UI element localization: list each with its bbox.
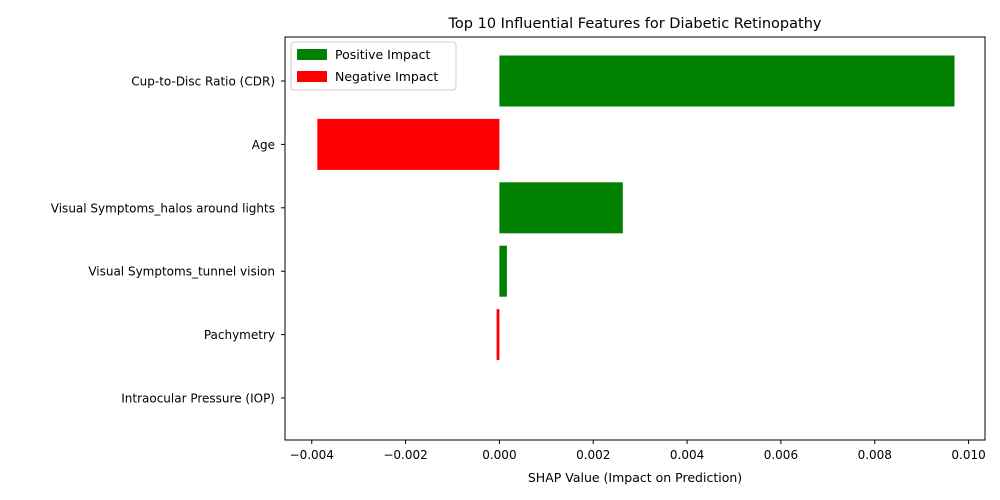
x-axis-label: SHAP Value (Impact on Prediction) xyxy=(528,470,742,485)
x-tick-label-7: 0.010 xyxy=(951,448,985,462)
bar-4 xyxy=(496,309,500,361)
y-tick-label-4: Pachymetry xyxy=(204,328,275,342)
bar-2 xyxy=(499,182,623,234)
x-tick-label-4: 0.004 xyxy=(670,448,704,462)
x-tick-label-0: −0.004 xyxy=(290,448,334,462)
chart-title: Top 10 Influential Features for Diabetic… xyxy=(448,16,822,32)
y-tick-label-2: Visual Symptoms_halos around lights xyxy=(51,201,275,215)
y-tick-label-5: Intraocular Pressure (IOP) xyxy=(121,392,275,406)
x-tick-label-3: 0.002 xyxy=(576,448,610,462)
bar-3 xyxy=(499,245,507,297)
x-tick-label-2: 0.000 xyxy=(482,448,516,462)
plot-frame xyxy=(284,36,986,441)
y-tick-label-0: Cup-to-Disc Ratio (CDR) xyxy=(131,75,275,89)
x-tick-label-1: −0.002 xyxy=(383,448,427,462)
bars-group xyxy=(317,55,955,361)
legend: Positive Impact Negative Impact xyxy=(290,41,457,91)
x-tick-label-5: 0.006 xyxy=(764,448,798,462)
y-tick-label-3: Visual Symptoms_tunnel vision xyxy=(88,265,275,279)
legend-label-negative: Negative Impact xyxy=(335,69,438,84)
legend-label-positive: Positive Impact xyxy=(335,47,430,62)
legend-swatch-positive xyxy=(297,49,327,60)
y-tick-label-1: Age xyxy=(252,138,275,152)
x-axis-ticks: −0.004 −0.002 0.000 0.002 0.004 0.006 0.008 0.0… xyxy=(290,440,986,462)
legend-swatch-negative xyxy=(297,71,327,82)
y-axis-ticks: Cup-to-Disc Ratio (CDR) Age Visual Symptom… xyxy=(51,75,285,406)
x-tick-label-6: 0.008 xyxy=(858,448,892,462)
bar-1 xyxy=(317,118,500,170)
legend-frame xyxy=(290,41,457,91)
bar-0 xyxy=(499,55,955,107)
